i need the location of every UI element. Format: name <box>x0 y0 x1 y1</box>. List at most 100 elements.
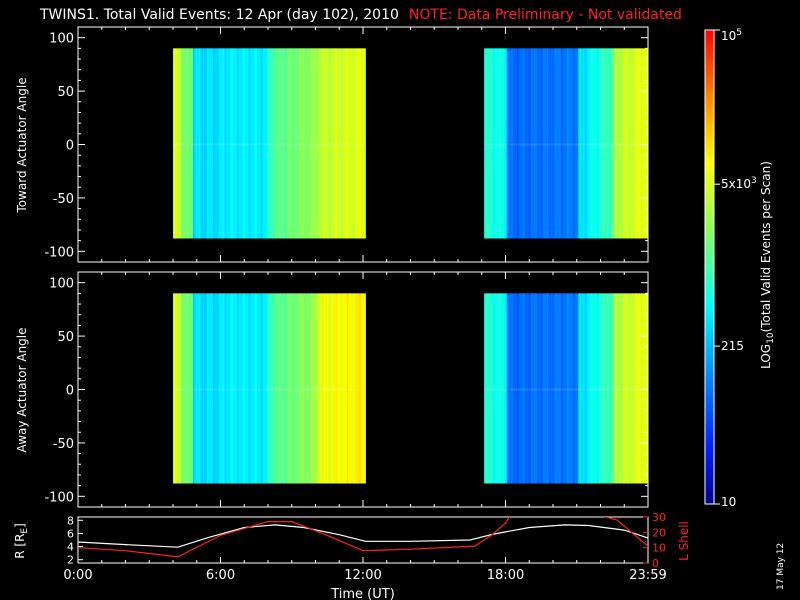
heatmap-cell <box>244 48 247 239</box>
heatmap-cell <box>208 48 211 239</box>
heatmap-cell <box>324 293 326 484</box>
heatmap-cell <box>204 48 207 239</box>
heatmap-cell <box>329 48 332 239</box>
x-tick-label: 6:00 <box>206 568 235 583</box>
heatmap-cell <box>234 293 237 484</box>
heatmap-cell <box>173 293 175 484</box>
heatmap-cell <box>552 48 555 239</box>
heatmap-cell <box>329 293 332 484</box>
heatmap-cell <box>210 48 212 239</box>
heatmap-cell <box>485 293 488 484</box>
heatmap-cell <box>501 48 504 239</box>
heatmap-cell <box>272 48 275 239</box>
heatmap-cell <box>628 293 630 484</box>
heatmap-cell <box>598 293 601 484</box>
heatmap-cell <box>532 48 535 239</box>
y-tick-label: -100 <box>44 490 74 505</box>
heatmap-cell <box>174 48 177 239</box>
heatmap-cell <box>192 48 195 239</box>
heatmap-cell <box>603 48 606 239</box>
heatmap-cell <box>486 293 489 484</box>
heatmap-cell <box>362 48 365 239</box>
heatmap-cell <box>264 48 267 239</box>
heatmap-cell <box>593 293 596 484</box>
heatmap-cell <box>267 293 269 484</box>
heatmap-cell <box>255 293 258 484</box>
heatmap-cell <box>542 48 545 239</box>
heatmap-cell <box>201 48 204 239</box>
heatmap-cell <box>514 48 516 239</box>
y-tick-label: 0 <box>66 139 74 154</box>
heatmap-cell <box>200 293 202 484</box>
heatmap-cell <box>282 48 285 239</box>
lshell-tick-label: 20 <box>652 526 666 539</box>
heatmap-cell <box>192 293 195 484</box>
heatmap-cell <box>484 48 487 239</box>
lshell-tick-label: 0 <box>652 557 659 570</box>
heatmap-cell <box>525 48 528 239</box>
heatmap-cell <box>588 48 591 239</box>
orbit-lines <box>78 517 648 558</box>
heatmap-cell <box>325 48 328 239</box>
heatmap-cell <box>566 48 569 239</box>
heatmap-cell <box>195 293 198 484</box>
heatmap-cell <box>615 293 618 484</box>
heatmap-cell <box>214 293 217 484</box>
heatmap-cell <box>211 48 214 239</box>
heatmap-cell <box>285 48 288 239</box>
heatmap-cell <box>301 293 304 484</box>
heatmap-cell <box>332 293 335 484</box>
heatmap-cell <box>288 293 291 484</box>
heatmap-cell <box>526 48 529 239</box>
heatmap-cell <box>278 293 281 484</box>
heatmap-cell <box>220 293 222 484</box>
heatmap-cell <box>341 48 344 239</box>
heatmap-cell <box>534 293 536 484</box>
heatmap-cell <box>185 48 188 239</box>
heatmap-cell <box>640 293 643 484</box>
heatmap-cell <box>632 293 635 484</box>
heatmap-cell <box>359 293 362 484</box>
heatmap-cell <box>566 293 569 484</box>
heatmap-cell <box>588 293 591 484</box>
heatmap-cell <box>561 293 563 484</box>
heatmap-cell <box>356 48 359 239</box>
heatmap-cell <box>346 48 349 239</box>
heatmap-cell <box>254 48 257 239</box>
heatmap-cell <box>595 48 598 239</box>
heatmap-cell <box>545 48 548 239</box>
heatmap-cell <box>180 48 183 239</box>
heatmap-cell <box>336 48 339 239</box>
heatmap-cell <box>259 48 262 239</box>
heatmap-cell <box>498 48 501 239</box>
heatmap-cell <box>591 293 593 484</box>
heatmap-cell <box>539 293 542 484</box>
heatmap-cell <box>579 48 582 239</box>
heatmap-cell <box>312 293 315 484</box>
heatmap-cell <box>221 48 224 239</box>
heatmap-cell <box>232 48 235 239</box>
heatmap-cell <box>559 48 562 239</box>
heatmap-cell <box>251 293 254 484</box>
heatmap-cell <box>605 48 608 239</box>
heatmap-cell <box>355 48 358 239</box>
heatmap-cell <box>582 48 585 239</box>
lshell-tick-label: 30 <box>652 511 666 524</box>
heatmap-cell <box>287 293 289 484</box>
heatmap-cell <box>645 293 648 484</box>
heatmap-cell <box>331 293 334 484</box>
heatmap-cell <box>299 293 302 484</box>
heatmap-cell <box>173 48 175 239</box>
heatmap-cell <box>581 48 583 239</box>
heatmap-cell <box>548 293 551 484</box>
heatmap-cell <box>181 293 184 484</box>
heatmap-cell <box>494 293 497 484</box>
heatmap-cell <box>572 293 575 484</box>
heatmap-cell <box>345 48 348 239</box>
heatmap-cell <box>595 293 598 484</box>
heatmap-cell <box>205 293 208 484</box>
heatmap-cell <box>258 48 261 239</box>
heatmap-cell <box>583 293 586 484</box>
heatmap-cell <box>555 293 558 484</box>
heatmap-cell <box>318 293 321 484</box>
